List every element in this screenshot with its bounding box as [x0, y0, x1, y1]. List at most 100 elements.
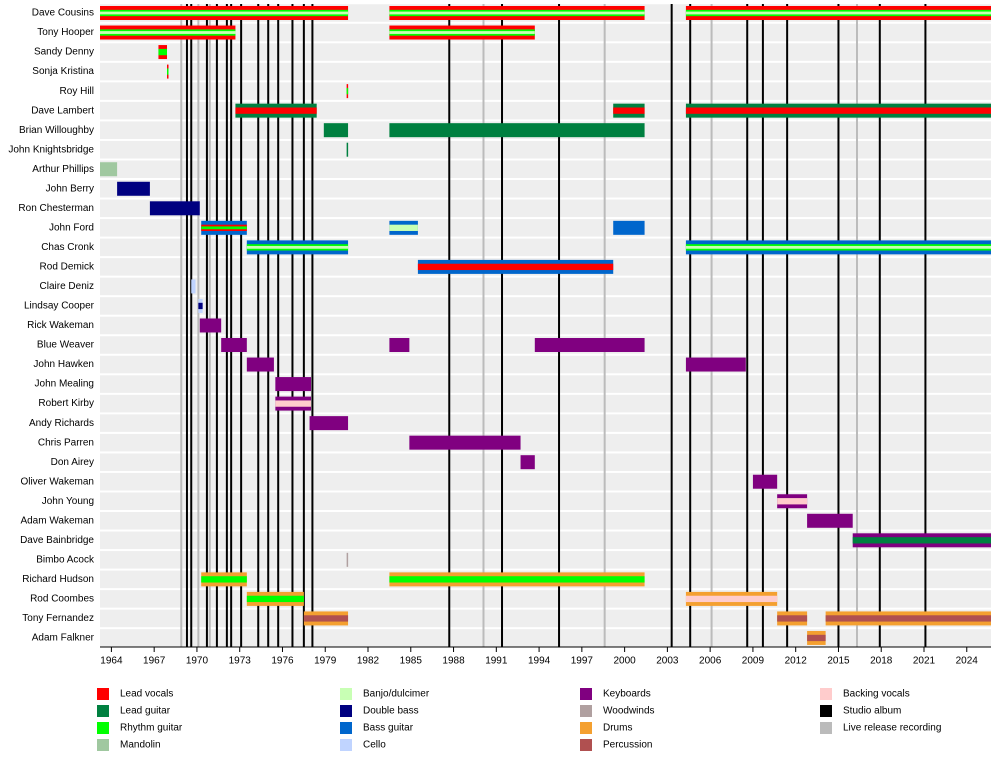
role-stripe [777, 615, 808, 622]
legend-label: Lead vocals [120, 689, 173, 700]
member-span [100, 6, 349, 20]
member-span [246, 240, 349, 255]
role-stripe [149, 201, 200, 216]
member-span [275, 377, 311, 392]
row-band [100, 277, 991, 296]
role-stripe [389, 338, 410, 353]
member-span [685, 6, 991, 20]
member-span [389, 6, 645, 20]
member-span [389, 338, 410, 353]
x-tick-label: 1991 [485, 656, 508, 667]
role-stripe [346, 87, 349, 95]
member-span [807, 630, 826, 645]
role-stripe [199, 318, 222, 333]
x-tick-label: 2018 [870, 656, 893, 667]
row-band [100, 219, 991, 237]
x-tick-label: 2015 [827, 656, 850, 667]
legend-label: Woodwinds [603, 706, 655, 717]
row-label: Dave Lambert [31, 105, 94, 116]
x-tick-label: 1970 [186, 656, 209, 667]
row-label: Rod Demick [40, 262, 95, 273]
row-label: Dave Cousins [32, 8, 94, 19]
legend-swatch [820, 705, 832, 717]
member-span [389, 25, 535, 40]
member-span [807, 513, 853, 528]
x-tick-label: 2021 [913, 656, 936, 667]
role-stripe [246, 357, 274, 372]
role-stripe [777, 498, 808, 505]
x-tick-label: 2000 [613, 656, 636, 667]
member-span [221, 338, 247, 353]
row-label: Chris Parren [38, 437, 94, 448]
row-band [100, 531, 991, 550]
x-tick-label: 1973 [229, 656, 252, 667]
row-label: Andy Richards [29, 418, 94, 429]
legend-label: Rhythm guitar [120, 723, 183, 734]
legend-swatch [97, 688, 109, 700]
row-band [100, 180, 991, 198]
x-tick-label: 1994 [528, 656, 551, 667]
legend-label: Studio album [843, 706, 901, 717]
role-stripe [685, 245, 991, 249]
legend-label: Drums [603, 723, 632, 734]
member-span [275, 396, 311, 411]
member-span [100, 25, 236, 40]
member-span [246, 357, 274, 372]
role-stripe [613, 220, 645, 235]
row-label: Bimbo Acock [36, 554, 95, 565]
role-stripe [275, 377, 311, 392]
legend-swatch [340, 688, 352, 700]
row-band [100, 140, 991, 159]
row-label: John Mealing [35, 379, 94, 390]
member-span [389, 220, 418, 235]
member-span [685, 240, 991, 255]
role-stripe [389, 576, 645, 583]
role-stripe [685, 11, 991, 15]
row-label: Dave Bainbridge [20, 535, 94, 546]
x-tick-label: 2006 [699, 656, 722, 667]
member-span [309, 416, 349, 431]
row-label: Claire Deniz [40, 281, 94, 292]
member-span [389, 123, 645, 138]
role-stripe [752, 474, 778, 489]
role-stripe [201, 576, 247, 583]
role-stripe [100, 162, 118, 177]
row-label: John Hawken [33, 359, 94, 370]
row-label: Lindsay Cooper [24, 301, 95, 312]
row-label: Roy Hill [60, 86, 94, 97]
member-span [323, 123, 349, 138]
row-band [100, 62, 991, 81]
member-span [777, 494, 808, 509]
member-span [613, 220, 645, 235]
role-stripe [201, 226, 247, 230]
legend-label: Bass guitar [363, 723, 414, 734]
legend-swatch [97, 722, 109, 734]
x-tick-label: 1982 [357, 656, 380, 667]
member-span [199, 318, 222, 333]
row-label: John Ford [49, 222, 94, 233]
x-tick-label: 1985 [400, 656, 423, 667]
row-label: Sonja Kristina [32, 66, 94, 77]
row-band [100, 297, 991, 315]
legend-label: Live release recording [843, 723, 941, 734]
row-label: Tony Hooper [37, 27, 94, 38]
role-stripe [534, 338, 645, 353]
role-stripe [389, 31, 535, 34]
member-span [346, 84, 349, 99]
member-span [198, 298, 203, 313]
row-label: Sandy Denny [34, 47, 94, 58]
member-span [158, 45, 168, 60]
role-stripe [303, 615, 349, 622]
member-span [100, 162, 118, 177]
member-span [613, 103, 645, 118]
role-stripe [117, 181, 150, 196]
member-span [417, 259, 614, 274]
role-stripe [825, 615, 991, 622]
x-tick-label: 1967 [143, 656, 166, 667]
legend-swatch [340, 705, 352, 717]
member-span [777, 611, 808, 626]
row-label: Arthur Phillips [32, 164, 94, 175]
member-span [246, 591, 304, 606]
role-stripe [346, 142, 349, 157]
role-stripe [198, 302, 203, 310]
